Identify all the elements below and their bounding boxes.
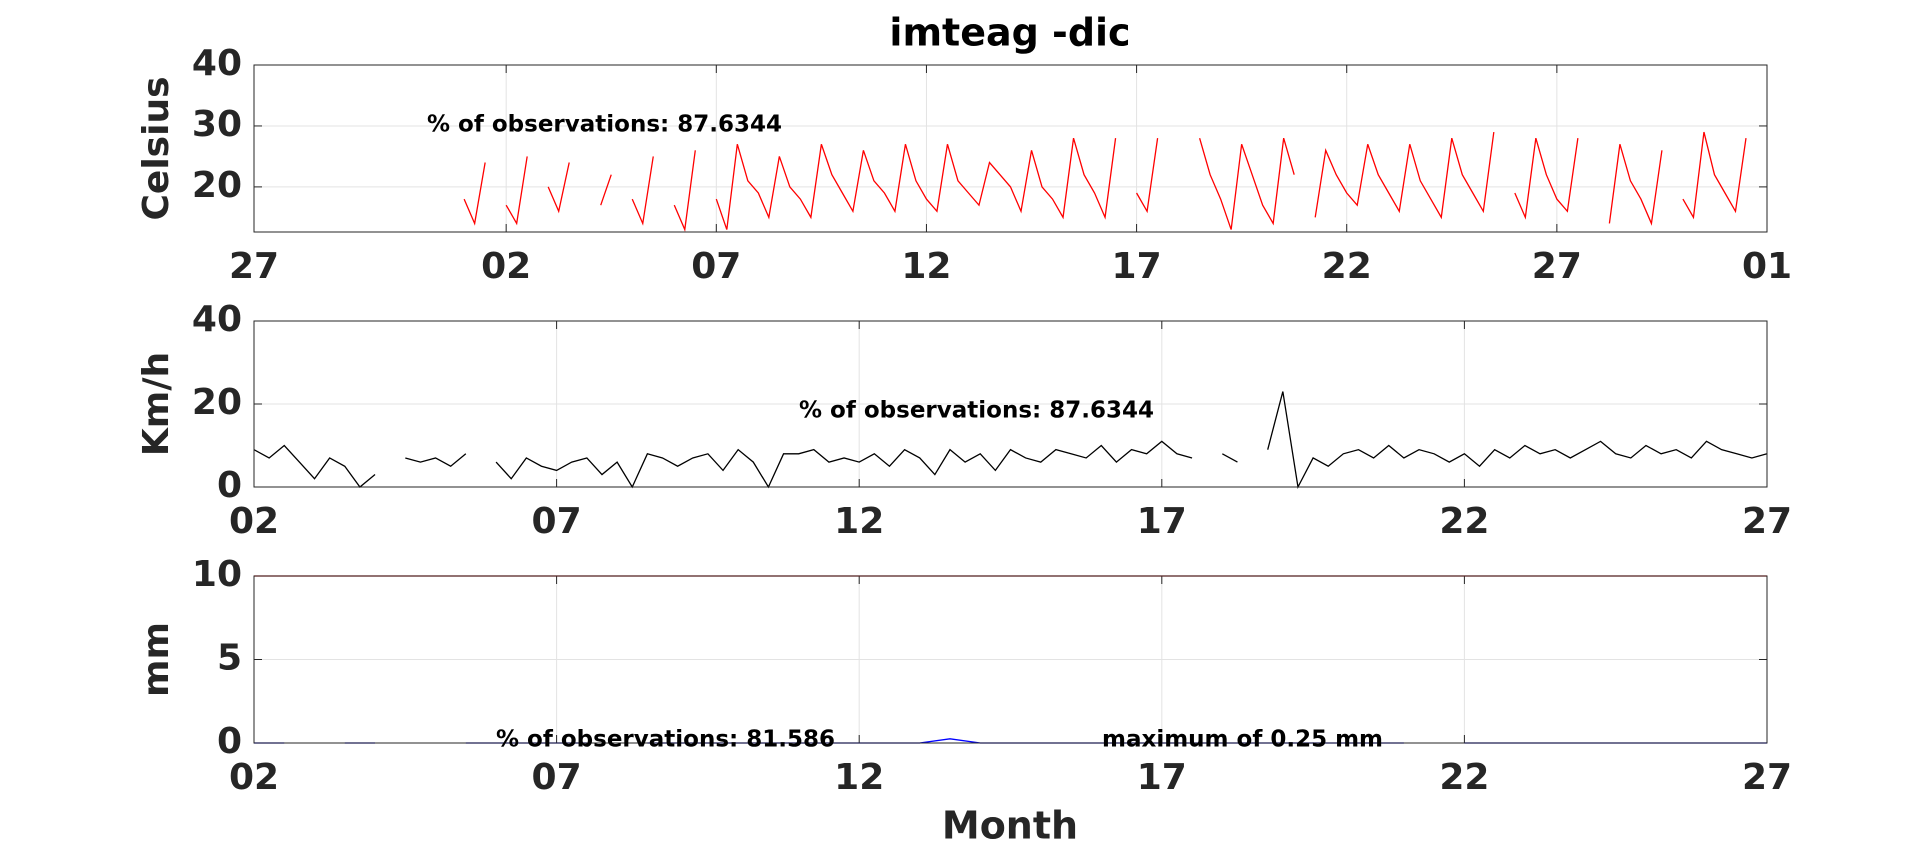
x-tick-label: 07 (532, 757, 582, 798)
annotation: % of observations: 81.586 (496, 727, 835, 753)
plot-area (254, 65, 1767, 232)
x-tick-label: 22 (1439, 501, 1489, 542)
y-tick-label: 20 (192, 382, 242, 423)
y-tick-label: 40 (192, 43, 242, 84)
x-tick-label: 17 (1137, 757, 1187, 798)
x-tick-label: 27 (229, 246, 279, 287)
annotation: maximum of 0.25 mm (1102, 727, 1383, 753)
x-tick-label: 01 (1742, 246, 1792, 287)
y-tick-label: 0 (217, 721, 242, 762)
x-tick-label: 17 (1112, 246, 1162, 287)
annotation: % of observations: 87.6344 (427, 112, 782, 138)
y-axis-label: Km/h (136, 352, 177, 456)
axes-frame (253, 575, 1768, 744)
y-tick-label: 10 (192, 554, 242, 595)
y-tick-label: 5 (217, 638, 242, 679)
x-tick-label: 02 (481, 246, 531, 287)
y-tick-label: 30 (192, 104, 242, 145)
x-tick-label: 12 (834, 757, 884, 798)
x-tick-label: 22 (1439, 757, 1489, 798)
x-tick-label: 12 (834, 501, 884, 542)
x-tick-label: 02 (229, 757, 279, 798)
x-tick-label: 17 (1137, 501, 1187, 542)
x-tick-label: 27 (1532, 246, 1582, 287)
axes-frame (253, 320, 1768, 488)
chart-title: imteag -dic (889, 11, 1130, 55)
axes-frame (253, 64, 1768, 233)
data-line (253, 391, 1768, 490)
data-line (463, 131, 1747, 232)
x-tick-label: 27 (1742, 501, 1792, 542)
x-tick-label: 22 (1322, 246, 1372, 287)
x-tick-label: 02 (229, 501, 279, 542)
y-tick-label: 0 (217, 465, 242, 506)
x-axis-label: Month (942, 804, 1078, 841)
y-tick-label: 20 (192, 165, 242, 206)
x-tick-label: 12 (901, 246, 951, 287)
y-tick-label: 40 (192, 299, 242, 340)
x-tick-label: 27 (1742, 757, 1792, 798)
x-tick-label: 07 (532, 501, 582, 542)
x-tick-label: 07 (691, 246, 741, 287)
y-axis-label: Celsius (136, 77, 177, 221)
y-axis-label: mm (136, 622, 177, 697)
annotation: % of observations: 87.6344 (799, 398, 1154, 424)
